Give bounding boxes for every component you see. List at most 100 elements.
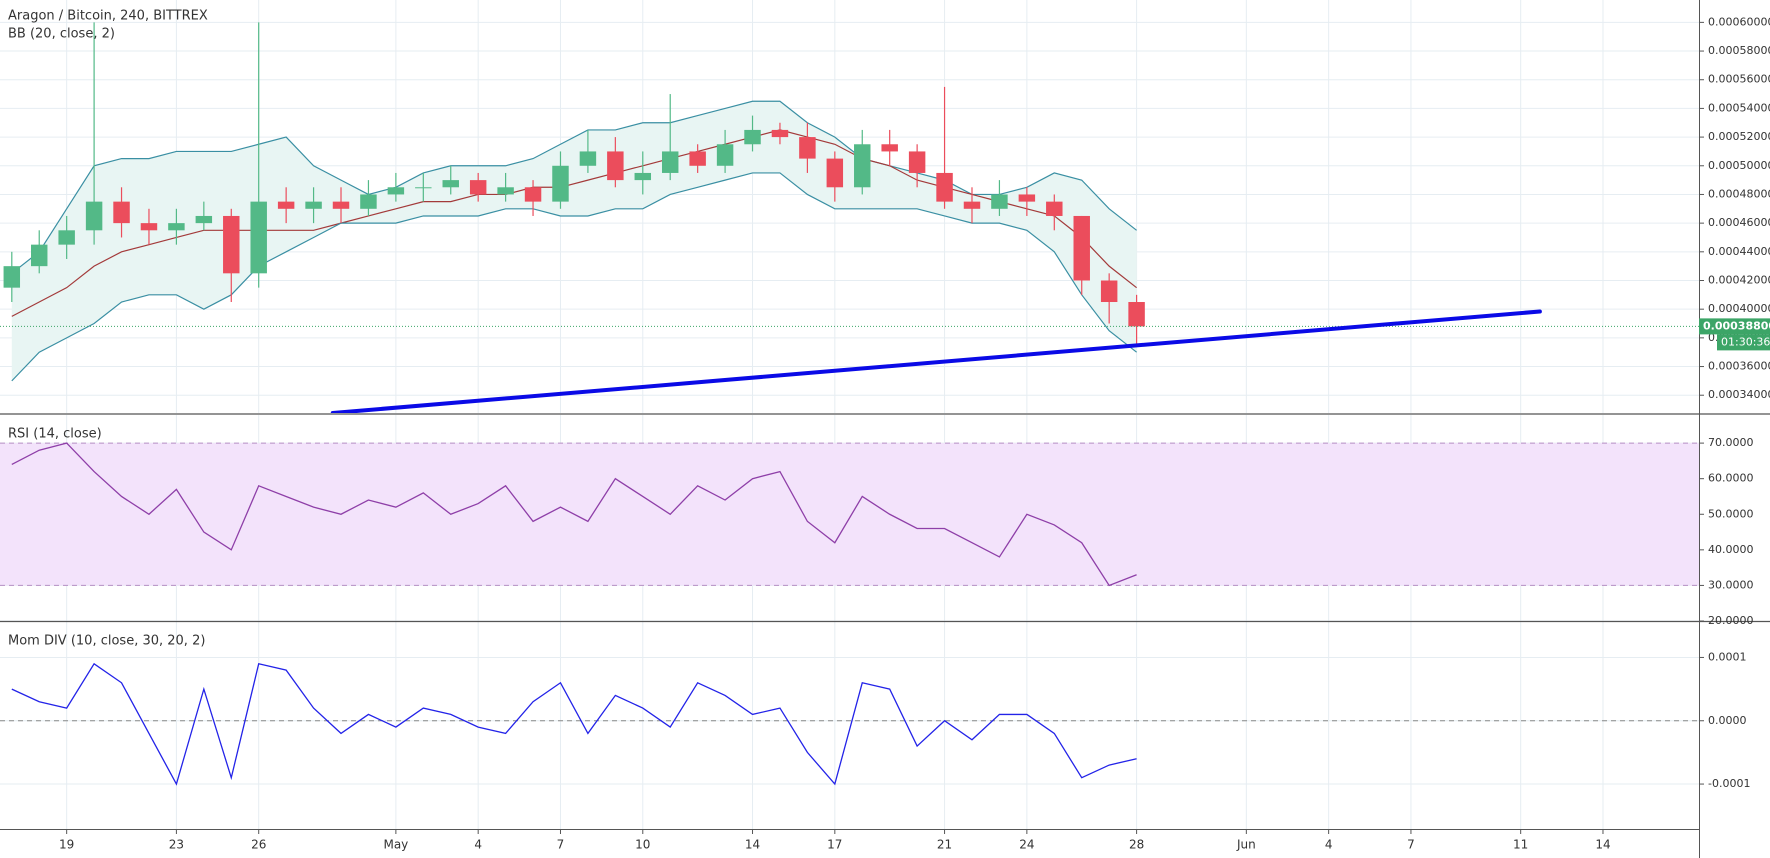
indicator-label: BB (20, close, 2) xyxy=(8,27,115,42)
candle-body xyxy=(826,158,844,188)
y-tick-label: 50.0000 xyxy=(1708,507,1754,520)
y-tick-label: 0.00036000 xyxy=(1708,360,1770,373)
trend-line xyxy=(330,309,1542,413)
candle-body xyxy=(195,215,213,224)
candle-body xyxy=(469,180,487,195)
candle-body xyxy=(579,151,597,166)
y-tick-label: 40.0000 xyxy=(1708,543,1754,556)
y-tick-label: 0.00052000 xyxy=(1708,130,1770,143)
x-tick-label: 14 xyxy=(1595,838,1610,852)
y-tick-label: 0.00054000 xyxy=(1708,101,1770,114)
candle-body xyxy=(58,230,75,245)
indicator-line xyxy=(11,442,1137,587)
y-tick-label: 30.0000 xyxy=(1708,578,1754,591)
candle-body xyxy=(1073,215,1090,281)
y-tick-label: -0.0001 xyxy=(1708,777,1750,790)
y-tick-label: 0.00044000 xyxy=(1708,245,1770,258)
y-tick-label: 0.00046000 xyxy=(1708,216,1770,229)
y-tick-label: 70.0000 xyxy=(1708,436,1754,449)
candle-body xyxy=(442,180,459,188)
candle-body xyxy=(716,144,734,166)
candle-body xyxy=(113,201,130,224)
candle-body xyxy=(387,187,405,195)
last-price-box xyxy=(1699,318,1770,335)
y-tick-label: 0.00048000 xyxy=(1708,187,1770,200)
y-tick-label: 0.00050000 xyxy=(1708,159,1770,172)
candle-body xyxy=(1100,280,1118,303)
candle-body xyxy=(771,129,789,138)
candle-body xyxy=(634,172,652,181)
candle-body xyxy=(689,151,706,166)
candle-body xyxy=(963,201,981,209)
candle-body xyxy=(854,144,871,188)
x-tick-label: 24 xyxy=(1019,838,1034,852)
x-tick-label: 14 xyxy=(745,838,760,852)
pane xyxy=(0,622,1699,829)
candle-body xyxy=(497,187,514,195)
chart-title: Aragon / Bitcoin, 240, BITTREX xyxy=(8,9,208,24)
x-tick-label: 26 xyxy=(251,838,266,852)
candle-body xyxy=(3,266,21,288)
candle-body xyxy=(524,187,542,202)
candle-body xyxy=(31,244,48,267)
y-tick-label: 20.0000 xyxy=(1708,614,1754,627)
candle-body xyxy=(305,201,322,209)
candle-body xyxy=(168,223,185,231)
y-tick-label: 0.00058000 xyxy=(1708,44,1770,57)
y-tick-label: 0.00040000 xyxy=(1708,302,1770,315)
countdown-box xyxy=(1717,334,1770,351)
y-tick-label: 0.00060000 xyxy=(1708,15,1770,28)
candle-body xyxy=(607,151,624,181)
pane xyxy=(0,0,1699,413)
candle-body xyxy=(332,201,350,209)
candle-body xyxy=(140,223,158,231)
y-tick-label: 0.0000 xyxy=(1708,714,1747,727)
x-tick-label: 19 xyxy=(59,838,74,852)
candle-body xyxy=(881,144,898,152)
candle-body xyxy=(85,201,103,231)
candle-body xyxy=(1046,201,1063,216)
candle-body xyxy=(277,201,295,209)
x-tick-label: May xyxy=(383,838,408,852)
candle-body xyxy=(223,215,240,274)
candle-body xyxy=(360,194,377,209)
x-tick-label: Jun xyxy=(1236,838,1256,852)
indicator-line xyxy=(11,662,1137,786)
x-tick-label: 4 xyxy=(474,838,482,852)
y-tick-label: 0.00056000 xyxy=(1708,73,1770,86)
candle-body xyxy=(991,194,1008,209)
x-tick-label: 10 xyxy=(635,838,650,852)
last-price-label: 0.00038800 xyxy=(1703,319,1770,332)
candle-body xyxy=(415,187,432,189)
candle-body xyxy=(1018,194,1036,202)
candle-body xyxy=(908,151,926,173)
candle-body xyxy=(552,165,569,202)
indicator-label: RSI (14, close) xyxy=(8,427,102,442)
x-tick-label: 7 xyxy=(557,838,565,852)
x-tick-label: 21 xyxy=(937,838,952,852)
candle-body xyxy=(936,172,953,202)
y-tick-label: 0.0001 xyxy=(1708,650,1747,663)
candle-body xyxy=(744,129,761,145)
candle-body xyxy=(250,201,267,274)
pane xyxy=(0,415,1699,621)
indicator-label: Mom DIV (10, close, 30, 20, 2) xyxy=(8,634,205,649)
x-tick-label: 4 xyxy=(1325,838,1333,852)
x-tick-label: 23 xyxy=(169,838,184,852)
panes xyxy=(0,0,1699,829)
candle-body xyxy=(661,151,679,173)
y-tick-label: 0.00034000 xyxy=(1708,388,1770,401)
x-tick-label: 7 xyxy=(1407,838,1415,852)
y-tick-label: 60.0000 xyxy=(1708,472,1754,485)
y-tick-label: 0.00042000 xyxy=(1708,273,1770,286)
x-tick-label: 28 xyxy=(1129,838,1144,852)
rsi-band xyxy=(0,443,1699,586)
candle-body xyxy=(799,137,816,159)
countdown-label: 01:30:36 xyxy=(1721,335,1770,348)
x-tick-label: 17 xyxy=(827,838,842,852)
x-tick-label: 11 xyxy=(1513,838,1528,852)
band-lower xyxy=(11,172,1137,382)
candle-body xyxy=(1128,302,1145,327)
